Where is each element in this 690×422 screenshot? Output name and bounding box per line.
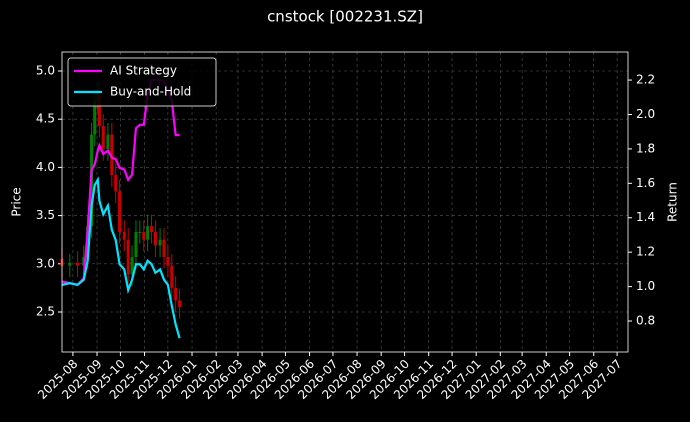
y2-axis-label: Return	[666, 182, 680, 222]
candle-body	[130, 257, 134, 275]
y-tick-label: 4.5	[36, 112, 55, 126]
y2-tick-label: 2.0	[636, 107, 655, 121]
candle-body	[150, 226, 154, 232]
candle-body	[97, 92, 101, 126]
y-axis-label: Price	[10, 187, 24, 216]
candle-body	[118, 191, 122, 232]
y-tick-label: 5.0	[36, 63, 55, 77]
legend-label: AI Strategy	[110, 64, 177, 78]
candle-body	[146, 226, 150, 240]
candle-body	[162, 239, 166, 258]
y-tick-label: 2.5	[36, 304, 55, 318]
y-tick-label: 4.0	[36, 160, 55, 174]
y2-tick-label: 2.2	[636, 73, 655, 87]
candle-body	[126, 239, 130, 275]
y-tick-label: 3.5	[36, 208, 55, 222]
candle-body	[134, 231, 138, 258]
candle-body	[142, 231, 146, 240]
y2-tick-label: 1.8	[636, 141, 655, 155]
candle-body	[153, 231, 157, 246]
candle-body	[174, 287, 178, 301]
legend: AI Strategy Buy-and-Hold	[67, 57, 217, 107]
plot-frame	[61, 51, 629, 353]
line-series	[61, 176, 181, 339]
candle-body	[68, 262, 72, 266]
candle-body	[101, 125, 105, 150]
candle-body	[122, 231, 126, 240]
y2-tick-label: 1.4	[636, 210, 655, 224]
candle-body	[166, 257, 170, 266]
candle-body	[110, 134, 114, 176]
legend-box	[67, 57, 217, 107]
y2-tick-label: 1.6	[636, 176, 655, 190]
y2-tick-label: 1.2	[636, 245, 655, 259]
candle-body	[82, 257, 86, 266]
legend-label: Buy-and-Hold	[110, 85, 191, 99]
chart-title: cnstock [002231.SZ]	[267, 8, 423, 26]
y2-tick-label: 0.8	[636, 314, 655, 328]
candle-body	[114, 175, 118, 192]
candle-body	[93, 100, 97, 135]
candle-body	[76, 262, 80, 266]
candle-body	[178, 300, 182, 308]
candle-body	[170, 265, 174, 288]
y-tick-label: 3.0	[36, 256, 55, 270]
candle-body	[138, 231, 142, 233]
candle-body	[106, 134, 110, 150]
candle-body	[158, 239, 162, 246]
y2-tick-label: 1.0	[636, 279, 655, 293]
